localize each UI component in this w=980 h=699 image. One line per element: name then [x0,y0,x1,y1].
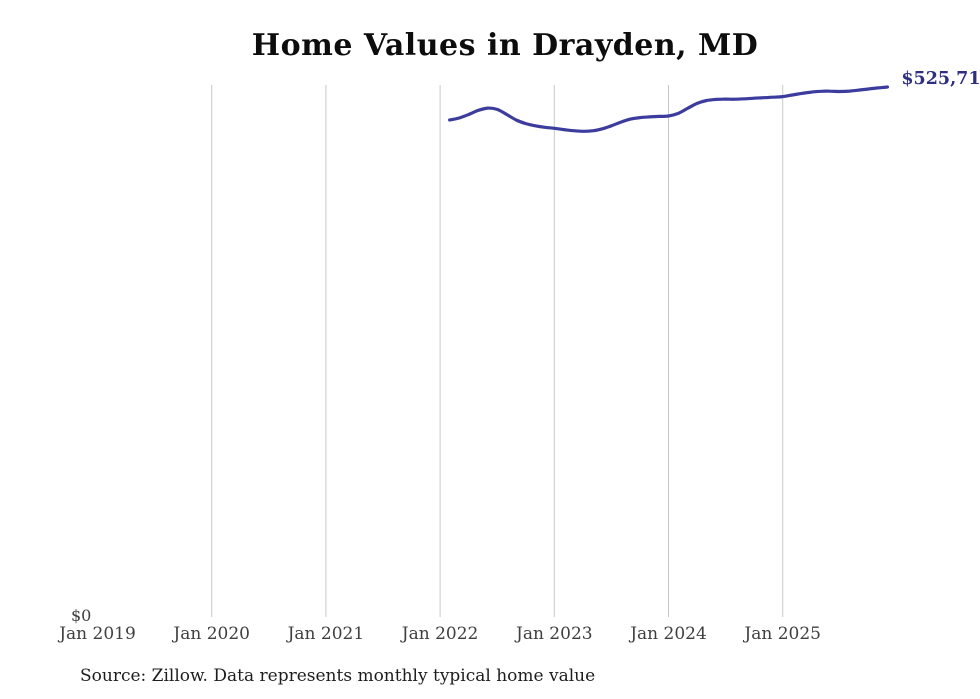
x-axis-label: Jan 2021 [287,624,365,644]
home-value-line [448,85,889,133]
y-axis-zero-label: $0 [71,606,92,625]
x-axis-label: Jan 2019 [59,624,136,644]
chart-title: Home Values in Drayden, MD [251,28,759,63]
x-axis-label: Jan 2025 [744,624,821,644]
x-axis-label: Jan 2022 [401,624,479,644]
latest-value-label: $525,713 [901,69,980,89]
gridlines [211,85,784,617]
x-axis-label: Jan 2024 [630,624,707,644]
x-axis-label: Jan 2020 [173,624,250,644]
x-axis-label: Jan 2023 [516,624,593,644]
source-note: Source: Zillow. Data represents monthly … [80,666,596,686]
